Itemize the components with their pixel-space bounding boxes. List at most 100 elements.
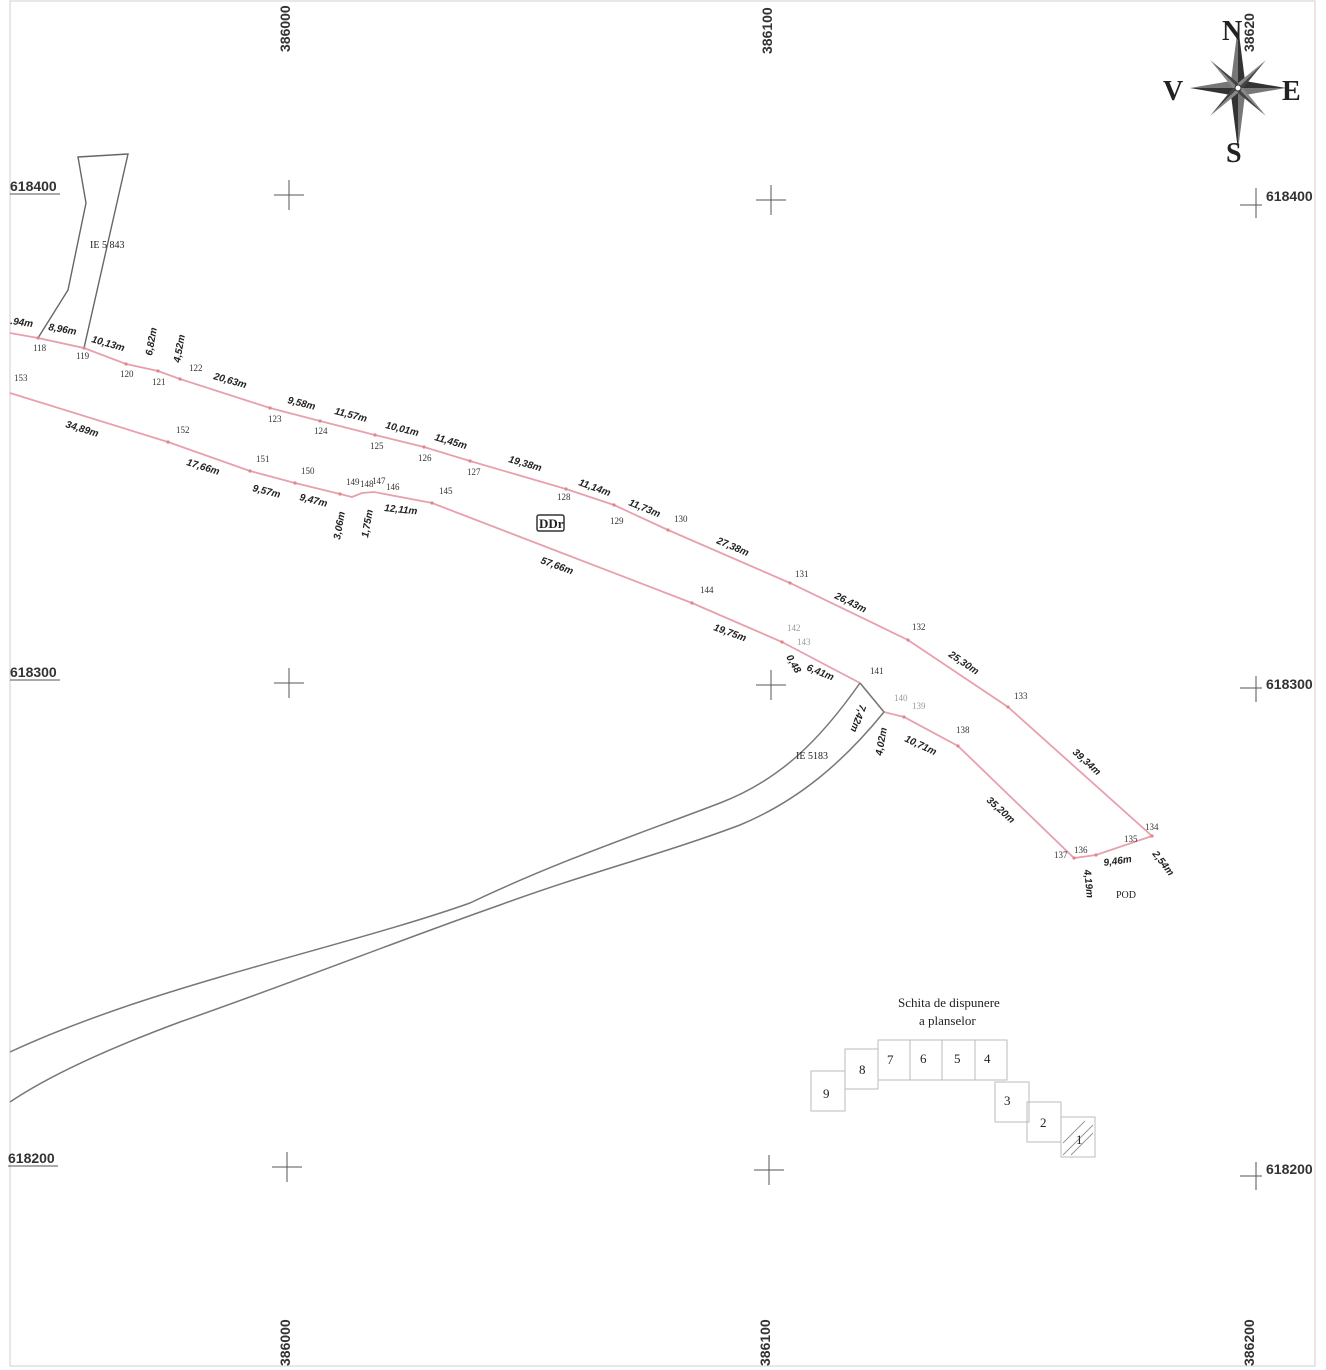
grid-cross <box>274 668 304 698</box>
grid-label-top-38620: 38620 <box>1241 13 1257 52</box>
segment-length: 39,34m <box>1070 747 1103 778</box>
segment-length: 0,48 <box>783 653 802 676</box>
grid-label-right-618200: 618200 <box>1266 1161 1313 1177</box>
point-label: 137 <box>1054 850 1068 860</box>
segment-length: 35,20m <box>984 795 1017 826</box>
point-label: 132 <box>912 622 926 632</box>
road-label: DDr <box>539 516 564 531</box>
compass-east-label: E <box>1282 76 1301 107</box>
point-label: 151 <box>256 454 270 464</box>
grid-label-bottom-386000: 386000 <box>277 1319 293 1366</box>
segment-length: 4,52m <box>172 334 188 365</box>
point-label: 136 <box>1074 845 1088 855</box>
point-label: 129 <box>610 516 624 526</box>
upper-segment-labels: .94m 8,96m 10,13m 6,82m 4,52m 20,63m 9,5… <box>10 316 1176 878</box>
compass-north-label: N <box>1222 16 1242 47</box>
point-label: 143 <box>797 637 811 647</box>
lower-point-labels: 153 152 151 150 149 148 147 146 145 144 … <box>14 373 1138 860</box>
segment-length: 6,82m <box>144 327 160 357</box>
segment-length: 10,01m <box>384 420 420 439</box>
point-label: 130 <box>674 514 688 524</box>
segment-length: 20,63m <box>211 371 248 391</box>
sheet-layout-legend: Schita de dispunere a planselor 9 8 7 6 … <box>810 995 1096 1158</box>
grid-label-left-618400: 618400 <box>10 178 57 194</box>
compass-rose: N S V E <box>1163 16 1301 169</box>
segment-length: 27,38m <box>714 535 751 559</box>
segment-length: 25,30m <box>945 649 980 678</box>
sheet-1-hatching <box>1062 1120 1094 1156</box>
grid-label-bottom-386100: 386100 <box>757 1319 773 1366</box>
point-label: 141 <box>870 666 884 676</box>
grid-label-top-386100: 386100 <box>759 7 775 54</box>
point-label: 146 <box>386 482 400 492</box>
segment-length: 10,71m <box>903 734 938 758</box>
bridge-label: POD <box>1116 890 1136 901</box>
grid-label-left-618300: 618300 <box>10 664 57 680</box>
point-label: 134 <box>1145 822 1159 832</box>
segment-length: 9,46m <box>1103 854 1133 869</box>
point-label: 140 <box>894 693 908 703</box>
segment-length: 12,11m <box>384 503 418 517</box>
point-label: 124 <box>314 426 328 436</box>
segment-length: 34,89m <box>64 419 100 439</box>
segment-length: 57,66m <box>539 555 575 577</box>
segment-length: 3,06m <box>332 511 348 541</box>
point-label: 152 <box>176 425 190 435</box>
vertex-markers <box>36 336 1154 860</box>
segment-length: 9,47m <box>298 492 328 510</box>
link-141-140 <box>859 682 885 713</box>
parcel-ie5183-outline <box>9 682 861 1053</box>
point-label: 123 <box>268 414 282 424</box>
parcel-ie5183-label: IE 5183 <box>796 751 828 762</box>
segment-length: 1,75m <box>360 509 376 539</box>
point-label: 118 <box>33 343 47 353</box>
sheet-number: 7 <box>887 1052 894 1067</box>
sheet-number: 6 <box>920 1051 927 1066</box>
point-label: 145 <box>439 486 453 496</box>
segment-length: 6,41m <box>805 663 836 684</box>
right-grid-ticks <box>1240 188 1262 1190</box>
point-label: 147 <box>372 476 386 486</box>
grid-label-right-618300: 618300 <box>1266 676 1313 692</box>
segment-length: 11,45m <box>433 432 468 452</box>
sheet-1-box <box>1060 1116 1096 1158</box>
lower-boundary-line <box>9 392 861 684</box>
segment-length: 11,14m <box>577 477 612 499</box>
point-label: 139 <box>912 701 926 711</box>
point-label: 120 <box>120 369 134 379</box>
sheet-number: 2 <box>1040 1115 1047 1130</box>
point-label: 149 <box>346 477 360 487</box>
parcel-ie5183-outline-lower <box>9 711 885 1103</box>
point-label: 135 <box>1124 834 1138 844</box>
sheet-3-box <box>994 1081 1030 1123</box>
sheet-4-box <box>974 1039 1008 1081</box>
point-label: 127 <box>467 467 481 477</box>
point-label: 121 <box>152 377 166 387</box>
legend-title-line2: a planselor <box>919 1013 976 1028</box>
sheet-7-box <box>877 1039 911 1081</box>
segment-length: .94m <box>10 316 34 330</box>
sheet-number: 3 <box>1004 1093 1011 1108</box>
segment-length: 17,66m <box>185 457 221 477</box>
grid-cross <box>756 670 786 700</box>
grid-crosses <box>272 180 786 1185</box>
point-label: 128 <box>557 492 571 502</box>
grid-cross <box>272 1152 302 1182</box>
sheet-number: 4 <box>984 1051 991 1066</box>
grid-cross <box>754 1155 784 1185</box>
point-label: 133 <box>1014 691 1028 701</box>
parcel-ie5843-label: IE 5 843 <box>90 240 124 251</box>
segment-length: 10,13m <box>90 334 126 354</box>
point-label: 142 <box>787 623 801 633</box>
legend-title-line1: Schita de dispunere <box>898 995 1000 1010</box>
point-label: 125 <box>370 441 384 451</box>
grid-label-top-386000: 386000 <box>277 5 293 52</box>
sheet-number: 8 <box>859 1062 866 1077</box>
segment-length: 8,96m <box>47 322 77 338</box>
segment-length: 19,38m <box>507 454 543 474</box>
sheet-number: 1 <box>1076 1132 1083 1147</box>
point-label: 153 <box>14 373 28 383</box>
segment-length: 2,54m <box>1149 848 1176 878</box>
grid-cross <box>756 185 786 215</box>
grid-label-left-618200: 618200 <box>8 1150 55 1166</box>
